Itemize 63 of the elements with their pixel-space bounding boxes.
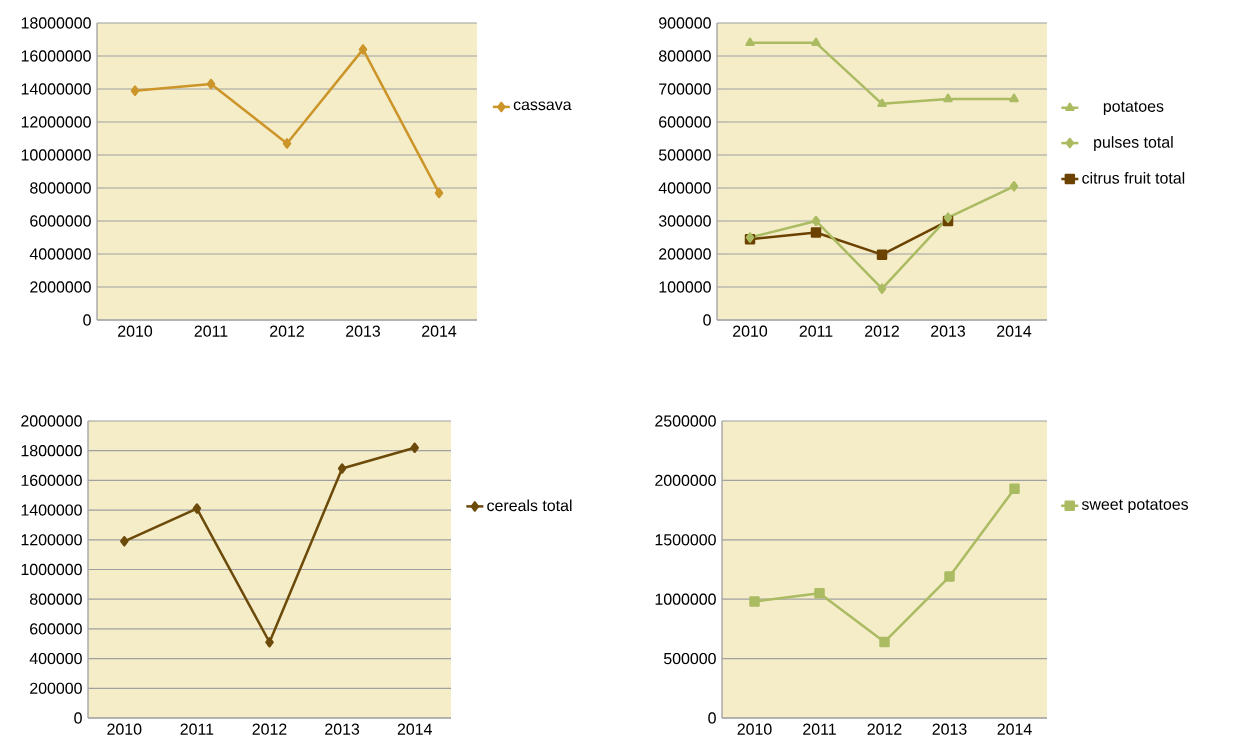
y-tick-label: 0 bbox=[83, 314, 91, 326]
y-tick-label: 200000 bbox=[659, 248, 711, 260]
x-tick-label: 2011 bbox=[803, 723, 836, 735]
x-tick-label: 2012 bbox=[865, 325, 899, 337]
legend-label: sweet potatoes bbox=[1081, 499, 1189, 514]
y-tick-label: 8000000 bbox=[30, 182, 91, 194]
y-tick-label: 300000 bbox=[658, 215, 711, 227]
x-tick-label: 2011 bbox=[194, 325, 228, 337]
y-tick-label: 2500000 bbox=[655, 415, 716, 427]
y-tick-label: 16000000 bbox=[21, 50, 91, 62]
x-tick-label: 2014 bbox=[997, 723, 1032, 735]
x-tick-label: 2014 bbox=[422, 325, 457, 337]
x-tick-label: 2010 bbox=[737, 723, 772, 735]
x-tick-label: 2011 bbox=[799, 325, 833, 337]
y-tick-label: 12000000 bbox=[21, 116, 91, 128]
y-tick-label: 800000 bbox=[659, 50, 711, 62]
x-tick-label: 2013 bbox=[931, 325, 966, 337]
x-tick-label: 2010 bbox=[118, 325, 153, 337]
y-tick-label: 18000000 bbox=[21, 17, 91, 29]
x-tick-label: 2013 bbox=[325, 723, 360, 735]
legend-label: pulses total bbox=[1094, 136, 1173, 151]
y-tick-label: 1600000 bbox=[21, 474, 82, 487]
y-tick-label: 600000 bbox=[30, 623, 82, 635]
y-tick-label: 1000000 bbox=[21, 563, 82, 576]
y-tick-label: 900000 bbox=[659, 17, 711, 29]
y-tick-label: 600000 bbox=[659, 116, 711, 128]
legend-label: cassava bbox=[513, 101, 572, 111]
y-tick-label: 1200000 bbox=[21, 534, 82, 546]
y-tick-label: 700000 bbox=[659, 83, 711, 95]
x-tick-label: 2013 bbox=[932, 723, 967, 735]
x-tick-label: 2012 bbox=[867, 723, 902, 735]
y-tick-label: 1000000 bbox=[655, 593, 716, 605]
y-tick-label: 500000 bbox=[663, 652, 716, 665]
y-tick-label: 400000 bbox=[658, 182, 711, 194]
y-tick-label: 0 bbox=[74, 712, 82, 724]
y-tick-label: 0 bbox=[703, 314, 711, 326]
y-tick-label: 2000000 bbox=[21, 415, 82, 427]
y-tick-label: 400000 bbox=[29, 652, 82, 665]
y-tick-label: 4000000 bbox=[29, 248, 91, 260]
x-tick-label: 2010 bbox=[733, 325, 768, 337]
y-tick-label: 2000000 bbox=[30, 281, 91, 293]
x-tick-label: 2014 bbox=[397, 723, 432, 735]
x-tick-label: 2013 bbox=[346, 325, 381, 337]
x-tick-label: 2012 bbox=[270, 325, 304, 337]
y-tick-label: 0 bbox=[708, 712, 716, 724]
y-tick-label: 100000 bbox=[659, 281, 711, 293]
y-tick-label: 10000000 bbox=[21, 149, 91, 161]
x-tick-label: 2014 bbox=[997, 325, 1032, 337]
x-tick-label: 2012 bbox=[252, 723, 287, 735]
x-tick-label: 2011 bbox=[180, 723, 214, 735]
y-tick-label: 500000 bbox=[658, 149, 711, 161]
y-tick-label: 1800000 bbox=[21, 445, 82, 457]
legend-label: potatoes bbox=[1103, 101, 1164, 116]
y-tick-label: 800000 bbox=[29, 593, 82, 605]
y-tick-label: 2000000 bbox=[655, 474, 716, 487]
legend-label: cereals total bbox=[487, 499, 572, 512]
y-tick-label: 6000000 bbox=[30, 215, 91, 227]
y-tick-label: 1400000 bbox=[21, 504, 82, 516]
y-tick-label: 1500000 bbox=[655, 534, 716, 546]
x-tick-label: 2010 bbox=[107, 723, 142, 735]
legend-label: citrus fruit total bbox=[1082, 172, 1185, 184]
y-tick-label: 200000 bbox=[30, 682, 82, 694]
y-tick-label: 14000000 bbox=[21, 83, 91, 95]
